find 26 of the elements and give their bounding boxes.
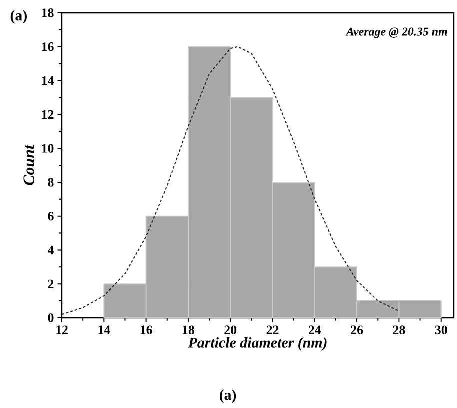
y-tick-label: 8 [48,178,54,187]
x-tick-label: 30 [435,326,448,335]
y-tick-label: 12 [42,110,54,119]
y-tick-label: 10 [42,144,54,153]
x-tick-label: 16 [140,326,152,334]
x-tick-label: 14 [98,326,110,334]
x-tick-label: 18 [183,326,195,335]
y-tick-label: 14 [42,76,54,86]
y-tick-label: 4 [48,246,54,254]
x-tick-label: 12 [56,326,68,334]
y-tick-label: 6 [48,212,54,221]
y-tick-label: 2 [48,280,54,288]
text: (a) [220,390,236,404]
y-tick-label: 0 [48,314,54,322]
x-tick-label: 24 [308,326,322,334]
annotation: Average @ 20.35 nm [346,28,448,38]
line-series [62,46,400,316]
x-tick-label: 20 [224,326,237,335]
x-tick-label: 22 [266,326,279,334]
text: (a) [10,10,27,24]
x-axis-title: Particle diameter (nm) [188,337,327,351]
y-axis-title: Count [24,144,34,186]
x-tick-label: 26 [351,326,364,334]
y-tick-label: 18 [42,8,54,18]
x-tick-label: 28 [393,326,406,335]
y-tick-label: 16 [42,42,54,52]
